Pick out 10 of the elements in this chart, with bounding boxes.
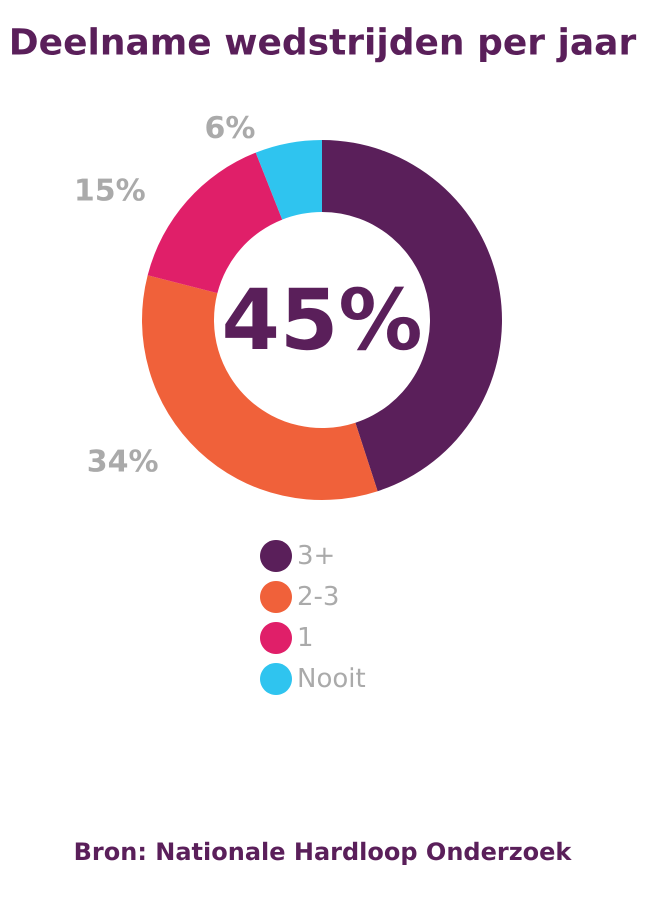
data-label: 15% (74, 174, 146, 209)
legend-label: Nooit (297, 664, 366, 694)
legend-label: 1 (297, 623, 314, 653)
chart-title: Deelname wedstrijden per jaar (8, 22, 636, 64)
data-label: 34% (86, 444, 159, 480)
legend-label: 2-3 (297, 582, 340, 612)
legend-label: 3+ (297, 541, 336, 571)
data-label: 6% (204, 110, 256, 146)
text: Bron: Nationale Hardloop Onderzoek (74, 838, 572, 866)
data-label: 45% (221, 271, 423, 369)
